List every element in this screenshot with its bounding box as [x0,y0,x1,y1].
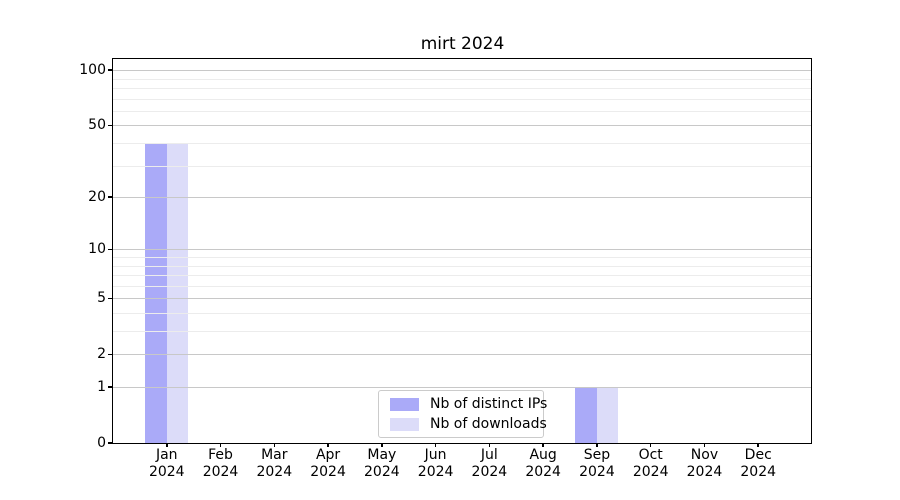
x-tick-label-jun-2024: Jun 2024 [417,447,454,480]
bar-nb-of-downloads-jan-2024 [166,143,189,443]
y-tick-mark-50 [108,124,112,127]
y-tick-label-5: 5 [97,290,106,307]
gridline-major-5 [113,298,812,300]
legend-swatch-distinct-ips [390,397,419,411]
y-tick-mark-100 [108,69,112,71]
y-tick-label-20: 20 [88,189,106,206]
gridline-minor-30 [113,165,812,167]
x-tick-mark-mar-2024 [273,443,276,447]
bar-nb-of-distinct-ips-jan-2024 [145,143,167,443]
y-tick-label-50: 50 [88,117,106,134]
gridline-minor-3 [113,331,812,332]
x-tick-mark-jan-2024 [166,443,168,447]
x-tick-mark-jul-2024 [488,443,491,447]
x-tick-mark-oct-2024 [649,443,652,447]
x-tick-label-nov-2024: Nov 2024 [686,447,723,480]
gridline-minor-7 [113,275,812,277]
y-tick-mark-1 [108,386,112,388]
y-tick-label-0: 0 [97,435,106,451]
x-tick-label-mar-2024: Mar 2024 [256,447,293,480]
y-tick-mark-0 [108,442,112,444]
gridline-minor-90 [113,78,812,80]
y-tick-mark-2 [108,353,112,355]
y-tick-mark-5 [108,297,112,299]
legend: Nb of distinct IPs Nb of downloads [378,390,547,438]
gridline-minor-80 [113,88,812,89]
x-tick-mark-feb-2024 [219,443,222,447]
y-tick-label-100: 100 [79,62,106,79]
gridline-minor-60 [113,110,812,112]
x-tick-mark-jun-2024 [434,443,437,447]
legend-item-distinct-ips: Nb of distinct IPs [385,396,547,412]
plot-area [113,59,812,443]
x-tick-label-may-2024: May 2024 [364,447,400,480]
gridline-major-100 [113,70,812,72]
y-tick-label-10: 10 [88,241,106,258]
gridline-minor-9 [113,256,812,258]
y-tick-mark-20 [108,196,112,198]
gridline-minor-40 [113,143,812,144]
x-tick-mark-may-2024 [381,443,383,447]
bar-nb-of-distinct-ips-sep-2024 [575,387,597,443]
gridline-minor-4 [113,312,812,314]
gridline-major-2 [113,354,812,356]
x-tick-label-dec-2024: Dec 2024 [740,447,777,480]
x-tick-label-oct-2024: Oct 2024 [632,447,669,480]
y-tick-label-1: 1 [97,379,106,395]
x-tick-mark-nov-2024 [703,443,706,447]
x-tick-mark-aug-2024 [542,443,544,447]
x-tick-mark-dec-2024 [757,443,759,447]
gridline-minor-70 [113,98,812,100]
legend-label-downloads: Nb of downloads [430,416,547,432]
chart-title: mirt 2024 [420,34,505,54]
legend-item-downloads: Nb of downloads [385,416,547,432]
legend-swatch-downloads [390,417,419,431]
bar-nb-of-downloads-sep-2024 [596,387,619,443]
gridline-major-20 [113,197,812,199]
x-tick-mark-sep-2024 [596,443,598,447]
x-tick-label-feb-2024: Feb 2024 [202,447,239,480]
x-tick-label-jan-2024: Jan 2024 [148,447,185,480]
x-tick-label-jul-2024: Jul 2024 [471,447,508,480]
gridline-minor-6 [113,285,812,287]
y-tick-mark-10 [108,248,112,251]
gridline-major-1 [113,387,812,388]
x-tick-label-apr-2024: Apr 2024 [310,447,346,480]
gridline-minor-8 [113,265,812,267]
legend-label-distinct-ips: Nb of distinct IPs [430,396,548,412]
y-tick-label-2: 2 [97,346,106,363]
x-tick-mark-apr-2024 [327,443,329,447]
x-tick-label-sep-2024: Sep 2024 [579,447,615,480]
gridline-major-50 [113,125,812,127]
gridline-major-10 [113,249,812,251]
x-tick-label-aug-2024: Aug 2024 [525,447,561,480]
